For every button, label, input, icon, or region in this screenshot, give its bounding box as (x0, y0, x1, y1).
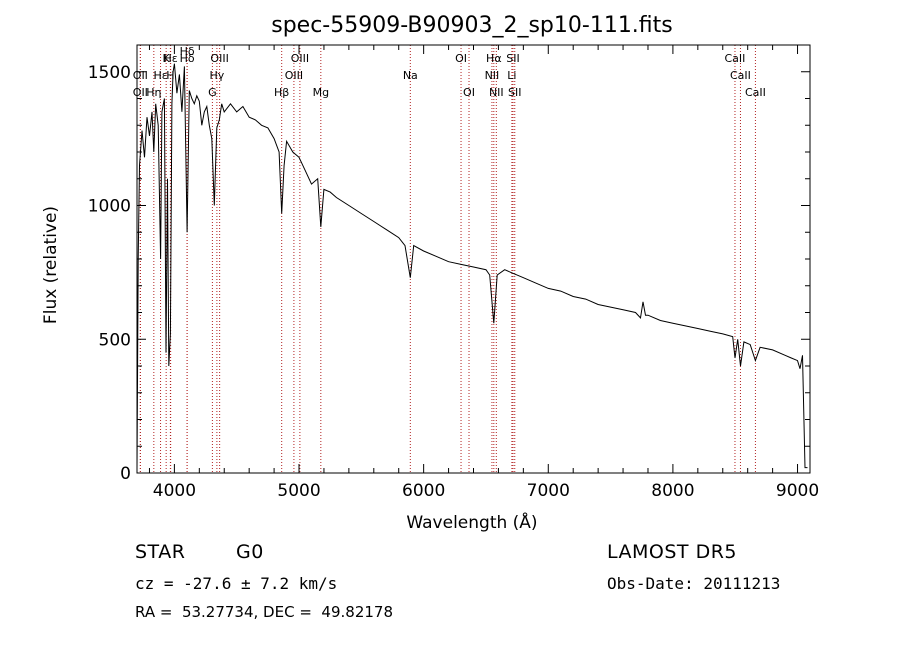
line-marker-label: Hβ (274, 86, 289, 99)
x-tick-label: 8000 (651, 481, 694, 501)
line-marker-label: OII (133, 69, 148, 82)
redshift-readout: cz = -27.6 ± 7.2 km/s (135, 574, 338, 593)
line-marker-label: SII (508, 86, 521, 99)
object-subclass: G0 (236, 541, 264, 563)
y-axis-label: Flux (relative) (41, 206, 61, 324)
line-marker-label: Hδ (180, 52, 195, 65)
line-marker-label: OI (463, 86, 475, 99)
line-marker-label: Hη (146, 86, 161, 99)
survey-name: LAMOST DR5 (607, 541, 737, 563)
line-marker-label: NII (485, 69, 500, 82)
line-marker-label: H (166, 69, 174, 82)
object-class: STAR (135, 541, 186, 563)
line-marker-label: OIII (285, 69, 303, 82)
y-tick-label: 0 (120, 464, 131, 484)
line-marker-label: SII (506, 52, 519, 65)
line-marker-label: NII (489, 86, 504, 99)
x-tick-label: 7000 (527, 481, 570, 501)
line-marker-label: Hε (153, 69, 167, 82)
line-marker-label: Mg (313, 86, 329, 99)
y-axis: 0 500 1000 1500 (88, 44, 810, 484)
x-tick-label: 5000 (277, 481, 320, 501)
line-marker-label: CaII (730, 69, 751, 82)
sky-coordinates: RA = 53.27734, DEC = 49.82178 (135, 603, 394, 621)
chart-title: spec-55909-B90903_2_sp10-111.fits (271, 13, 673, 38)
line-marker-label: Hε (164, 52, 178, 65)
x-axis-label: Wavelength (Å) (406, 511, 537, 533)
x-tick-label: 9000 (776, 481, 819, 501)
line-marker-label: OIII (291, 52, 309, 65)
emission-line-markers (139, 45, 756, 473)
line-marker-label: OI (455, 52, 467, 65)
line-marker-label: Hγ (209, 69, 224, 82)
line-marker-label: Hα (486, 52, 502, 65)
plot-frame (136, 44, 811, 474)
y-tick-label: 1000 (88, 197, 131, 217)
spectrum-chart: spec-55909-B90903_2_sp10-111.fits HδKHεO… (41, 13, 819, 533)
observation-date: Obs-Date: 20111213 (607, 574, 781, 593)
line-marker-label: CaII (745, 86, 766, 99)
y-tick-label: 500 (99, 330, 131, 350)
x-tick-label: 4000 (153, 481, 196, 501)
y-tick-label: 1500 (88, 63, 131, 83)
spectrum-line (136, 63, 808, 469)
line-marker-label: CaII (725, 52, 746, 65)
line-marker-label: G (208, 86, 217, 99)
x-axis: 4000 5000 6000 7000 8000 9000 (148, 45, 819, 501)
line-marker-label: Li (507, 69, 516, 82)
line-marker-label: Na (403, 69, 418, 82)
line-marker-label: Hδ (180, 45, 195, 58)
line-marker-label: K (163, 52, 171, 65)
x-tick-label: 6000 (402, 481, 445, 501)
line-marker-label: OIII (210, 52, 228, 65)
